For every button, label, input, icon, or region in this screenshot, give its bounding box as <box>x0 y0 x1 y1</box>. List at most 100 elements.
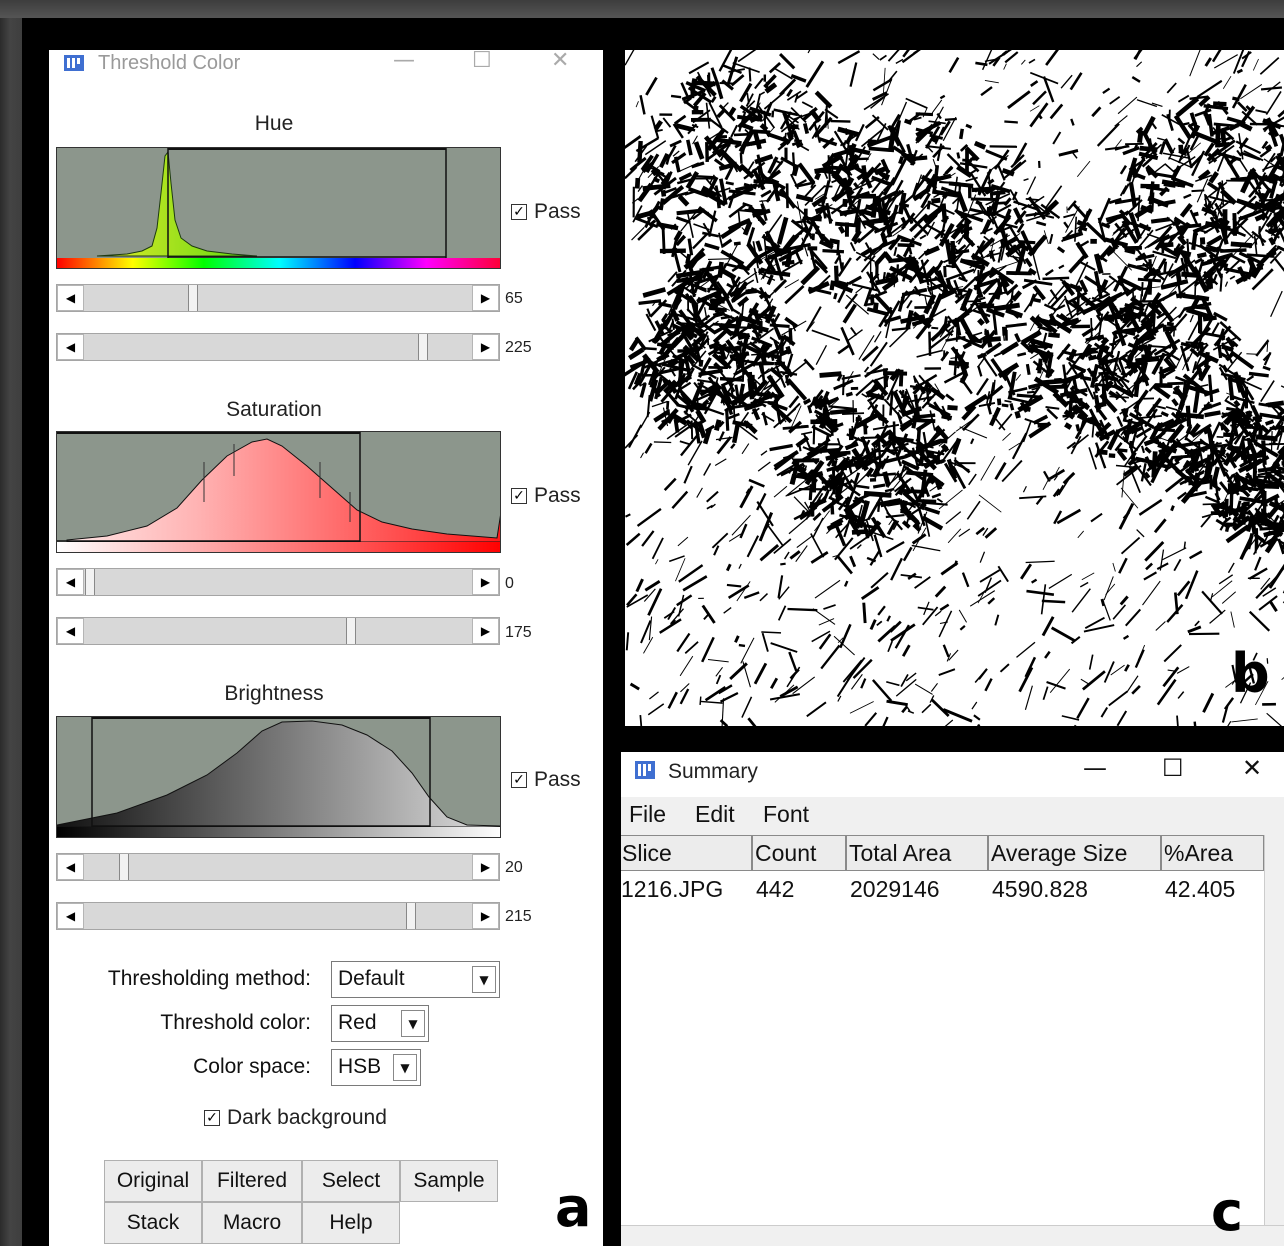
hue-pass-checkbox[interactable]: ✓ Pass <box>511 200 581 224</box>
left-arrow-icon[interactable]: ◀ <box>57 854 84 880</box>
thresholding-method-value: Default <box>338 967 405 990</box>
table-cell-percent-area: 42.405 <box>1165 876 1236 902</box>
left-arrow-icon[interactable]: ◀ <box>57 285 84 311</box>
color-space-value: HSB <box>338 1055 382 1078</box>
hue-max-slider[interactable]: ◀ ▶ <box>56 333 500 361</box>
panel-label-a: a <box>555 1176 592 1239</box>
hue-pass-label: Pass <box>534 200 581 223</box>
table-cell-count: 442 <box>756 876 795 902</box>
dark-background-checkbox[interactable]: ✓ Dark background <box>204 1106 387 1130</box>
left-arrow-icon[interactable]: ◀ <box>57 569 84 595</box>
threshold-window-titlebar: Threshold Color — ☐ ✕ <box>49 50 603 74</box>
maximize-icon[interactable]: ☐ <box>472 50 492 73</box>
close-icon[interactable]: ✕ <box>1242 754 1263 782</box>
sample-button[interactable]: Sample <box>400 1160 498 1202</box>
summary-window-titlebar: Summary — ☐ ✕ <box>621 752 1284 792</box>
checkmark-icon: ✓ <box>204 1110 220 1126</box>
menu-file[interactable]: File <box>629 801 667 827</box>
help-button[interactable]: Help <box>302 1202 400 1244</box>
macro-button[interactable]: Macro <box>202 1202 302 1244</box>
brightness-histogram <box>56 716 501 838</box>
saturation-max-value: 175 <box>505 624 532 641</box>
threshold-window-title: Threshold Color <box>98 52 241 74</box>
imagej-icon <box>635 761 655 779</box>
checkmark-icon: ✓ <box>511 772 527 788</box>
checkmark-icon: ✓ <box>511 488 527 504</box>
left-arrow-icon[interactable]: ◀ <box>57 334 84 360</box>
brightness-min-slider[interactable]: ◀ ▶ <box>56 853 500 881</box>
table-cell-average-size: 4590.828 <box>992 876 1088 902</box>
desktop-top-edge <box>0 0 1284 18</box>
stack-button[interactable]: Stack <box>104 1202 202 1244</box>
brightness-max-slider[interactable]: ◀ ▶ <box>56 902 500 930</box>
vertical-scrollbar[interactable] <box>1264 835 1284 1225</box>
binary-image-canvas <box>625 50 1284 726</box>
column-header-total-area[interactable]: Total Area <box>846 835 988 871</box>
original-button[interactable]: Original <box>104 1160 202 1202</box>
brightness-pass-checkbox[interactable]: ✓ Pass <box>511 768 581 792</box>
threshold-color-label: Threshold color: <box>160 1011 311 1034</box>
select-button[interactable]: Select <box>302 1160 400 1202</box>
hue-max-value: 225 <box>505 339 532 356</box>
maximize-icon[interactable]: ☐ <box>1162 754 1184 782</box>
right-arrow-icon[interactable]: ▶ <box>472 618 499 644</box>
threshold-color-value: Red <box>338 1011 377 1034</box>
summary-table-header: Slice Count Total Area Average Size %Are… <box>621 835 1264 871</box>
saturation-pass-checkbox[interactable]: ✓ Pass <box>511 484 581 508</box>
menu-edit[interactable]: Edit <box>695 801 735 827</box>
brightness-min-thumb[interactable] <box>119 854 129 880</box>
left-arrow-icon[interactable]: ◀ <box>57 618 84 644</box>
threshold-color-select[interactable]: Red ▼ <box>331 1005 429 1042</box>
thresholded-binary-image: b <box>625 50 1284 726</box>
table-cell-slice: 1216.JPG <box>621 876 724 902</box>
chevron-down-icon[interactable]: ▼ <box>401 1010 425 1037</box>
hue-histogram <box>56 147 501 269</box>
filtered-button[interactable]: Filtered <box>202 1160 302 1202</box>
right-arrow-icon[interactable]: ▶ <box>472 903 499 929</box>
column-header-average-size[interactable]: Average Size <box>988 835 1161 871</box>
saturation-histogram <box>56 431 501 553</box>
menu-font[interactable]: Font <box>763 801 810 827</box>
hue-min-value: 65 <box>505 290 523 307</box>
brightness-max-value: 215 <box>505 908 532 925</box>
chevron-down-icon[interactable]: ▼ <box>393 1054 417 1081</box>
column-header-percent-area[interactable]: %Area <box>1161 835 1264 871</box>
close-icon[interactable]: ✕ <box>551 50 570 73</box>
right-arrow-icon[interactable]: ▶ <box>472 854 499 880</box>
horizontal-scrollbar[interactable] <box>621 1225 1284 1246</box>
minimize-icon[interactable]: — <box>1083 754 1107 782</box>
left-arrow-icon[interactable]: ◀ <box>57 903 84 929</box>
saturation-max-slider[interactable]: ◀ ▶ <box>56 617 500 645</box>
right-arrow-icon[interactable]: ▶ <box>472 569 499 595</box>
right-arrow-icon[interactable]: ▶ <box>472 334 499 360</box>
imagej-icon <box>64 55 84 71</box>
checkmark-icon: ✓ <box>511 204 527 220</box>
table-cell-total-area: 2029146 <box>850 876 940 902</box>
panel-label-b: b <box>1231 642 1270 705</box>
color-space-select[interactable]: HSB ▼ <box>331 1049 421 1086</box>
hue-max-thumb[interactable] <box>418 334 428 360</box>
saturation-max-thumb[interactable] <box>346 618 356 644</box>
column-header-slice[interactable]: Slice <box>621 835 752 871</box>
brightness-pass-label: Pass <box>534 768 581 791</box>
brightness-max-thumb[interactable] <box>406 903 416 929</box>
panel-label-c: c <box>1211 1180 1244 1243</box>
saturation-min-slider[interactable]: ◀ ▶ <box>56 568 500 596</box>
dark-background-label: Dark background <box>227 1106 387 1129</box>
brightness-min-value: 20 <box>505 859 523 876</box>
saturation-min-thumb[interactable] <box>85 569 95 595</box>
thresholding-method-label: Thresholding method: <box>107 967 311 990</box>
saturation-pass-label: Pass <box>534 484 581 507</box>
summary-menubar: File Edit Font <box>621 797 1284 835</box>
right-arrow-icon[interactable]: ▶ <box>472 285 499 311</box>
thresholding-method-select[interactable]: Default ▼ <box>331 961 500 998</box>
brightness-title: Brightness <box>224 682 324 705</box>
minimize-icon[interactable]: — <box>393 50 415 73</box>
saturation-min-value: 0 <box>505 575 514 592</box>
summary-window-title: Summary <box>668 760 758 783</box>
color-space-label: Color space: <box>193 1055 311 1078</box>
column-header-count[interactable]: Count <box>752 835 846 871</box>
chevron-down-icon[interactable]: ▼ <box>472 966 496 993</box>
hue-min-slider[interactable]: ◀ ▶ <box>56 284 500 312</box>
hue-min-thumb[interactable] <box>188 285 198 311</box>
